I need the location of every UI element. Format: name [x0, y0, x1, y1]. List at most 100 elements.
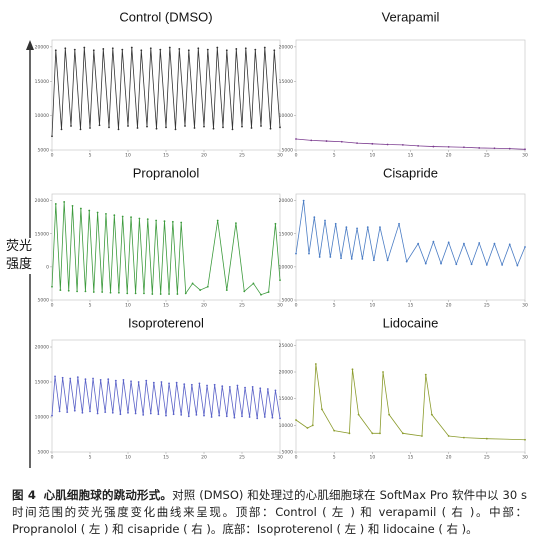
data-point [455, 263, 458, 266]
data-point [187, 415, 190, 418]
x-tick-label: 10 [369, 303, 375, 309]
data-point [63, 201, 66, 203]
data-point [356, 142, 358, 145]
x-tick-label: 0 [295, 303, 298, 309]
data-point [138, 217, 141, 220]
plot-frame [295, 339, 526, 453]
data-point [84, 290, 87, 293]
data-point [101, 291, 104, 293]
x-tick-label: 15 [408, 153, 414, 159]
data-point [143, 292, 145, 295]
data-point [351, 368, 354, 371]
data-point [252, 282, 255, 285]
x-tick-label: 5 [89, 303, 92, 309]
data-point [216, 219, 219, 222]
y-tick-label: 10000 [35, 113, 49, 119]
x-tick-label: 15 [163, 303, 169, 309]
data-point [108, 126, 110, 129]
x-tick-label: 15 [408, 455, 414, 461]
x-tick-label: 30 [277, 153, 283, 159]
chart-title: Isoproterenol [128, 315, 204, 330]
data-point [160, 381, 163, 383]
data-point [273, 49, 276, 52]
x-tick-label: 25 [239, 455, 245, 461]
data-point [432, 240, 435, 243]
data-point [190, 383, 193, 386]
data-point [184, 125, 186, 127]
data-point [508, 147, 511, 150]
y-tick-label: 20000 [279, 198, 293, 204]
data-point [447, 241, 450, 244]
data-point [51, 285, 53, 288]
y-tick-label: 20000 [35, 198, 49, 204]
data-point [155, 127, 158, 130]
data-point [142, 414, 145, 416]
data-point [197, 47, 200, 50]
data-point [430, 413, 433, 416]
data-point [134, 412, 137, 415]
y-tick-label: 15000 [279, 396, 293, 402]
data-point [51, 135, 53, 138]
data-point [165, 414, 167, 417]
data-point [136, 127, 139, 129]
data-point [295, 419, 297, 421]
plot-frame [295, 193, 526, 301]
data-point [463, 242, 465, 245]
data-point [171, 220, 174, 223]
data-point [79, 207, 82, 210]
chart-title: Lidocaine [383, 315, 439, 330]
data-point [417, 242, 420, 245]
data-point [203, 125, 205, 128]
data-point [73, 409, 76, 412]
data-point [259, 387, 262, 390]
data-point [386, 143, 389, 146]
y-tick-label: 20000 [279, 44, 293, 50]
data-point [225, 49, 228, 52]
data-point [180, 414, 183, 416]
data-point [248, 416, 251, 418]
data-point [105, 212, 107, 215]
x-tick-label: 15 [163, 153, 169, 159]
data-point [159, 48, 162, 51]
data-point [260, 293, 262, 296]
data-point [447, 435, 450, 437]
y-tick-label: 5000 [38, 298, 50, 304]
data-point [388, 413, 391, 416]
data-point [104, 411, 107, 413]
data-point [137, 381, 140, 383]
data-point [216, 46, 219, 49]
data-point [324, 219, 326, 222]
y-tick-label: 20000 [279, 370, 293, 376]
x-tick-label: 25 [484, 303, 490, 309]
data-point [302, 199, 305, 202]
data-point [127, 411, 129, 414]
data-point [366, 226, 369, 229]
data-point [191, 282, 194, 285]
data-point [333, 429, 336, 432]
x-tick-label: 5 [333, 455, 336, 461]
data-point [107, 378, 110, 381]
data-point [206, 285, 209, 288]
data-point [145, 379, 148, 382]
y-axis-label-line: 荧光 [6, 239, 33, 254]
x-tick-label: 30 [522, 455, 528, 461]
data-point [231, 128, 234, 131]
y-tick-label: 5000 [282, 148, 294, 154]
data-point [71, 205, 74, 207]
data-point [405, 260, 408, 263]
data-point [130, 216, 132, 219]
data-point [73, 48, 76, 51]
data-point [187, 49, 190, 52]
caption-text: 对照 (DMSO) 和处理过的心肌细胞球在 SoftMax Pro 软件中以 3… [12, 488, 527, 536]
x-tick-label: 10 [125, 153, 131, 159]
x-tick-label: 10 [125, 455, 131, 461]
data-point [67, 289, 70, 292]
data-point [99, 379, 102, 381]
data-point [340, 257, 342, 260]
x-tick-label: 25 [484, 153, 490, 159]
caption-title: 心肌细胞球的跳动形式。 [43, 488, 173, 502]
y-axis-label-line: 强度 [6, 257, 33, 272]
data-point [424, 262, 427, 265]
data-point [508, 243, 511, 246]
